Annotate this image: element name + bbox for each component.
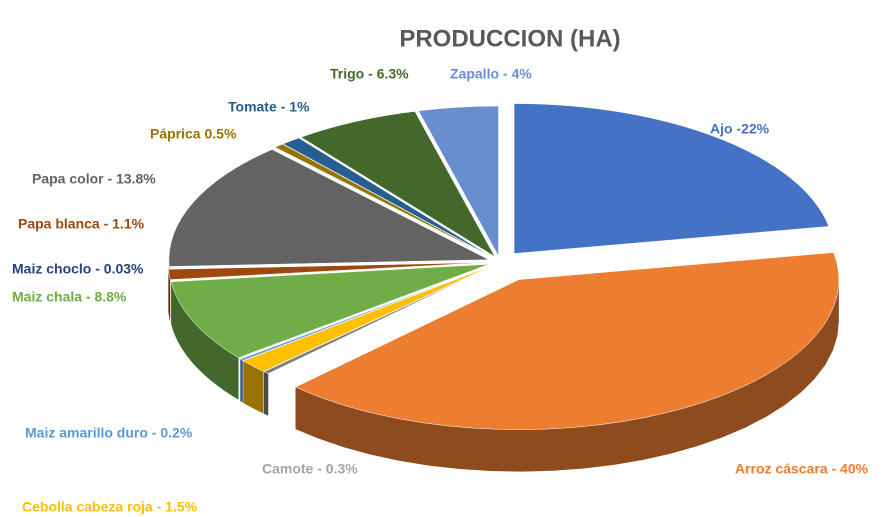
slice-side — [243, 360, 264, 414]
data-label: Trigo - 6.3% — [330, 66, 409, 82]
slice-side — [168, 269, 171, 322]
data-label: Zapallo - 4% — [450, 66, 532, 82]
data-label: Maiz chala - 8.8% — [12, 289, 127, 305]
tops — [168, 103, 840, 430]
slice — [418, 105, 499, 257]
chart-title: PRODUCCION (HA) — [399, 25, 620, 52]
slice — [170, 264, 490, 358]
data-label: Páprica 0.5% — [150, 126, 237, 142]
sides — [168, 259, 839, 472]
slice — [168, 262, 489, 280]
slice-side — [240, 359, 243, 403]
data-label: Cebolla cabeza roja - 1.5% — [22, 499, 198, 515]
data-label: Maiz amarillo duro - 0.2% — [25, 425, 193, 441]
slice-side — [295, 279, 839, 472]
slice — [274, 143, 493, 258]
slice-side — [171, 281, 239, 400]
slice — [239, 265, 491, 361]
slice — [168, 149, 490, 267]
data-label: Camote - 0.3% — [262, 461, 358, 477]
slice — [263, 266, 492, 374]
data-label: Papa color - 13.8% — [32, 171, 156, 187]
slice — [300, 111, 496, 258]
slice-side — [263, 371, 269, 416]
slice — [294, 252, 840, 430]
slice — [242, 265, 492, 372]
data-label: Maiz choclo - 0.03% — [12, 261, 144, 277]
slice — [282, 137, 493, 258]
data-label: Tomate - 1% — [228, 99, 310, 115]
data-label: Ajo -22% — [710, 121, 770, 137]
data-label: Papa blanca - 1.1% — [18, 216, 145, 232]
slice — [513, 103, 830, 254]
data-label: Arroz cáscara - 40% — [735, 461, 869, 477]
